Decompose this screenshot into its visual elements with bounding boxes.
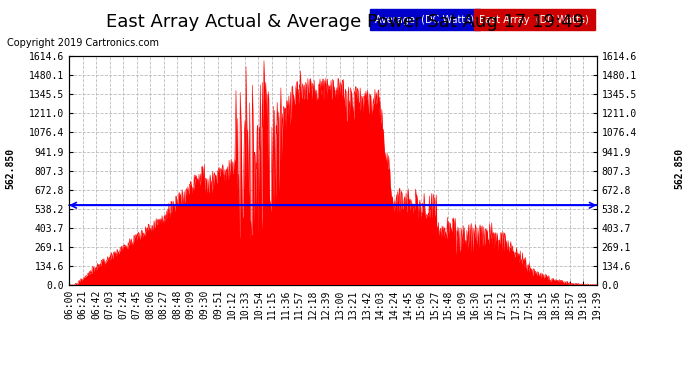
Text: Copyright 2019 Cartronics.com: Copyright 2019 Cartronics.com: [7, 38, 159, 48]
Legend: Average  (DC Watts), East Array  (DC Watts): Average (DC Watts), East Array (DC Watts…: [370, 11, 592, 28]
Text: East Array Actual & Average Power Sat Aug 17 19:49: East Array Actual & Average Power Sat Au…: [106, 13, 584, 31]
Text: 562.850: 562.850: [675, 148, 684, 189]
Text: 562.850: 562.850: [6, 148, 15, 189]
